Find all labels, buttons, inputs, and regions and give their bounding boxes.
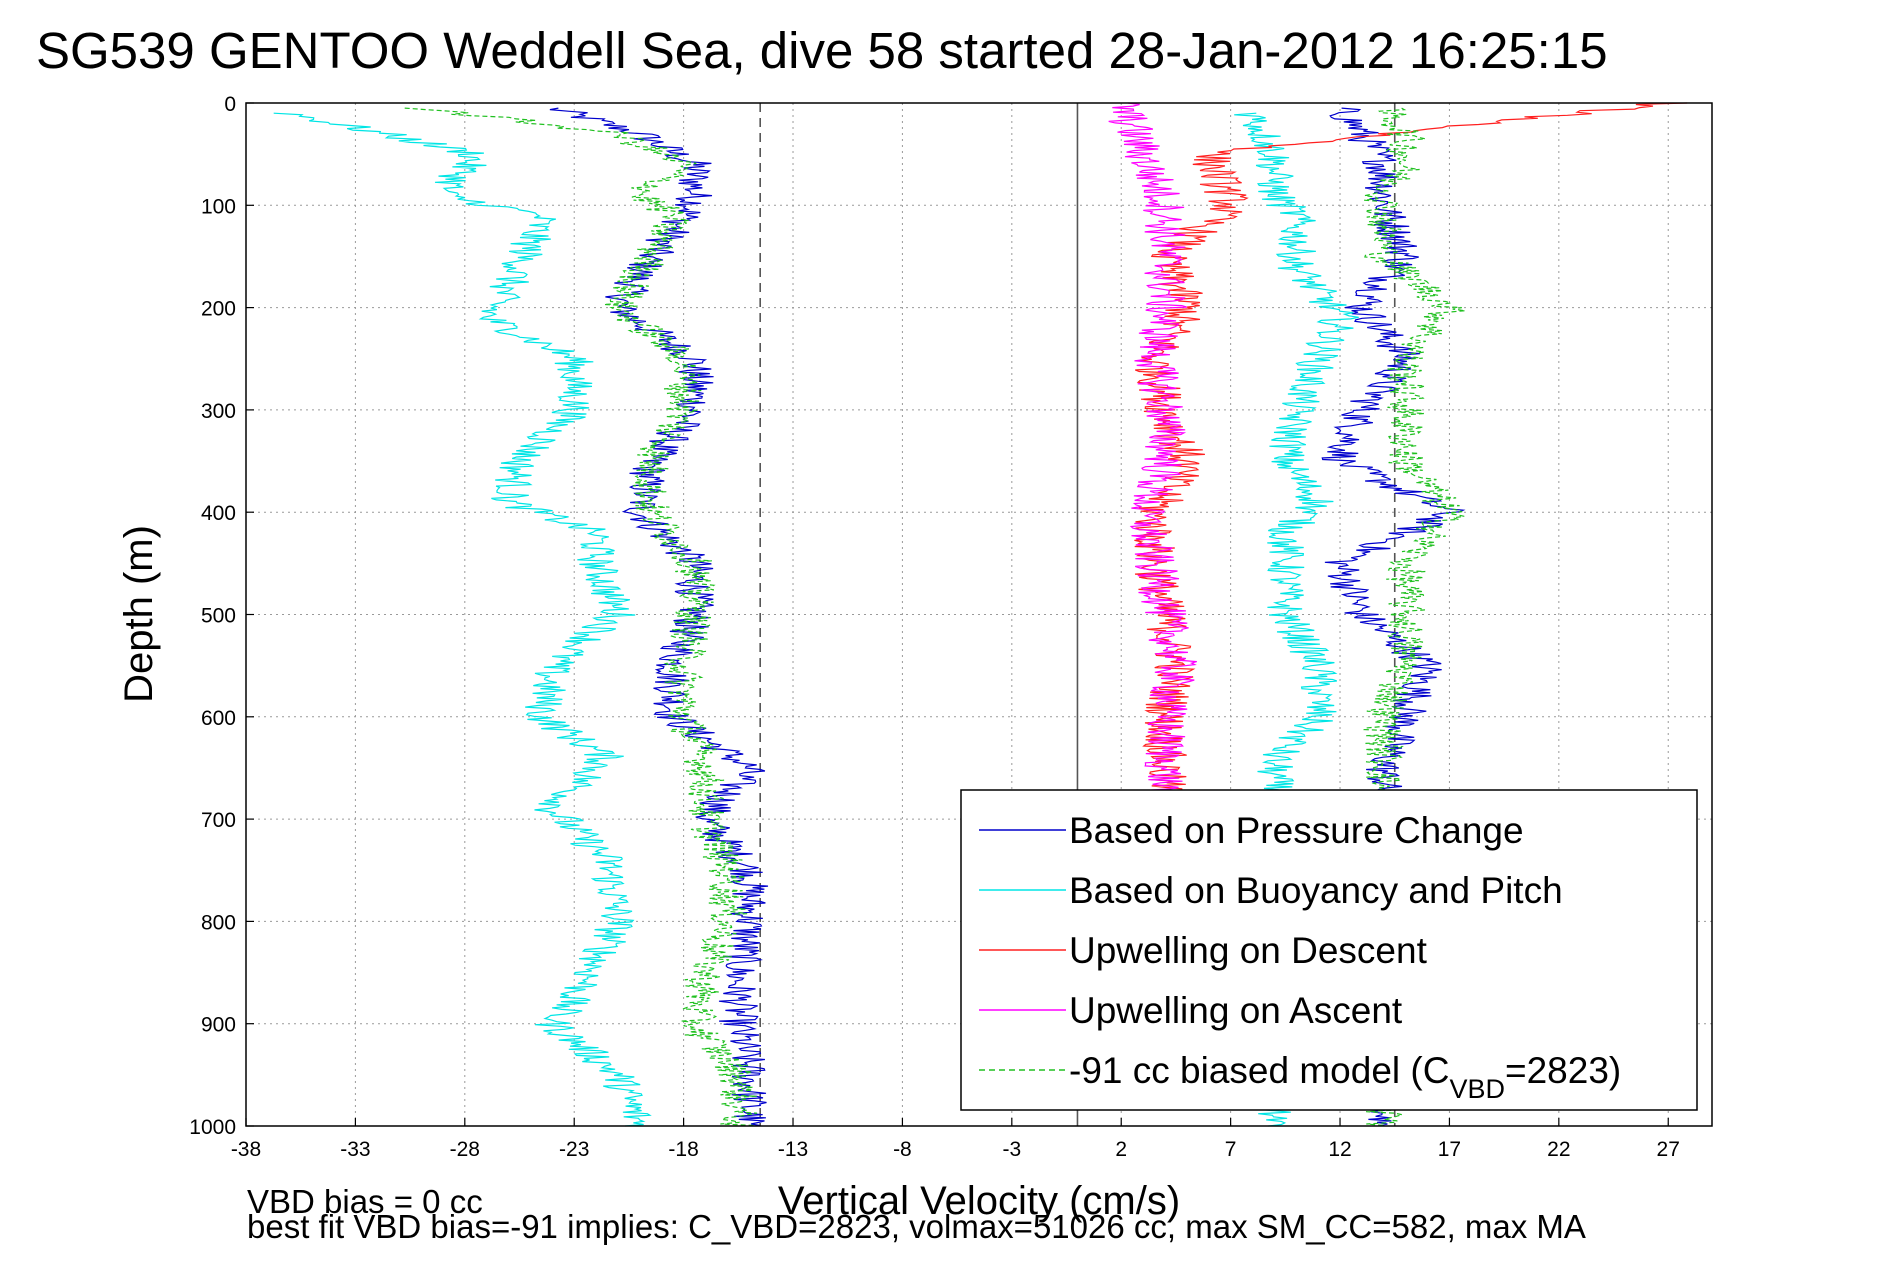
y-tick-label: 900: [201, 1014, 236, 1037]
series-line-upwelling-on-ascent: [1108, 102, 1197, 819]
footnote-best-fit: best fit VBD bias=-91 implies: C_VBD=282…: [247, 1208, 1586, 1245]
y-axis-label: Depth (m): [117, 525, 161, 703]
legend-label: Upwelling on Ascent: [1069, 990, 1403, 1031]
legend-label: Upwelling on Descent: [1069, 930, 1428, 971]
x-tick-label: -3: [1002, 1138, 1021, 1161]
legend-label: -91 cc biased model (CVBD=2823): [1069, 1050, 1621, 1104]
y-tick-label: 800: [201, 911, 236, 934]
x-tick-label: -8: [893, 1138, 912, 1161]
x-tick-label: 17: [1438, 1138, 1461, 1161]
x-tick-label: -13: [778, 1138, 808, 1161]
y-tick-label: 500: [201, 605, 236, 628]
x-axis-label: Vertical Velocity (cm/s): [778, 1179, 1180, 1223]
x-tick-label: 7: [1225, 1138, 1237, 1161]
y-tick-label: 1000: [189, 1116, 236, 1139]
legend-box: [960, 789, 1698, 1111]
footnote-vbd-bias: VBD bias = 0 cc: [247, 1183, 483, 1220]
x-tick-label: -18: [668, 1138, 698, 1161]
legend: Based on Pressure Change Based on Buoyanc…: [960, 789, 1698, 1111]
y-tick-label: 700: [201, 809, 236, 832]
y-tick-label: 0: [224, 93, 236, 116]
x-tick-label: 27: [1657, 1138, 1680, 1161]
y-tick-label: 200: [201, 298, 236, 321]
series-line-91-cc-biased-model-c-vbd-2823-descent: [404, 107, 758, 1127]
y-tick-label: 100: [201, 195, 236, 218]
x-tick-label: 12: [1328, 1138, 1351, 1161]
legend-label: Based on Pressure Change: [1069, 810, 1524, 851]
x-tick-label: 22: [1547, 1138, 1570, 1161]
y-tick-label: 300: [201, 400, 236, 423]
y-tick-label: 600: [201, 707, 236, 730]
x-tick-label: -33: [340, 1138, 370, 1161]
x-tick-label: -23: [559, 1138, 589, 1161]
series-line-upwelling-on-descent: [1134, 102, 1688, 819]
chart-title: SG539 GENTOO Weddell Sea, dive 58 starte…: [36, 22, 1608, 79]
y-tick-label: 400: [201, 502, 236, 525]
series-line-based-on-buoyancy-and-pitch-descent: [273, 112, 652, 1127]
x-tick-label: -38: [231, 1138, 261, 1161]
legend-label: Based on Buoyancy and Pitch: [1069, 870, 1563, 911]
x-tick-label: -28: [450, 1138, 480, 1161]
x-tick-label: 2: [1115, 1138, 1127, 1161]
